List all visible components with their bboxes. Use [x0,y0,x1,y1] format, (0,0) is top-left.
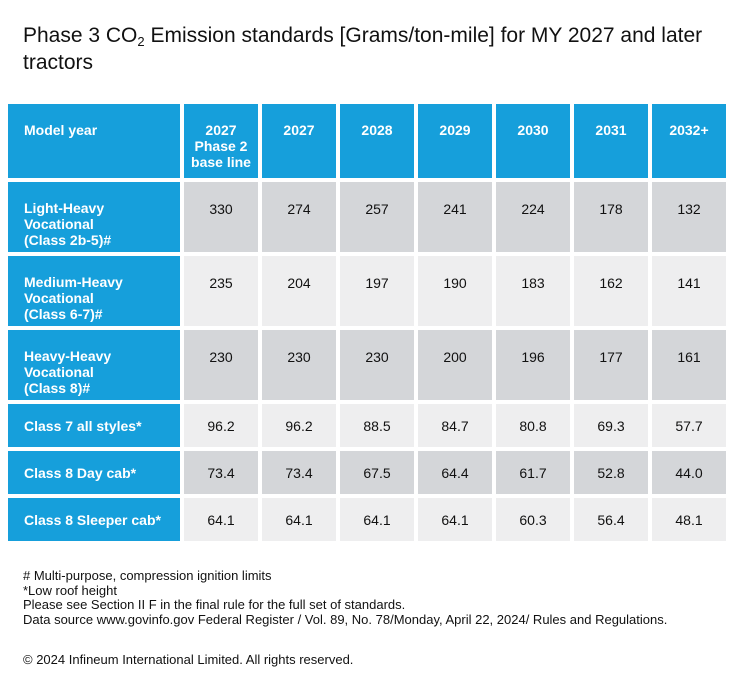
table-cell: 132 [652,182,726,252]
footnote-asterisk: *Low roof height [23,582,117,598]
table-cell: 61.7 [496,451,570,494]
table-cell: 73.4 [262,451,336,494]
page-title: Phase 3 CO2 Emission standards [Grams/to… [23,22,713,76]
table-cell: 64.1 [184,498,258,541]
copyright-notice: © 2024 Infineum International Limited. A… [23,652,354,667]
table-cell: 84.7 [418,404,492,447]
table-cell: 183 [496,256,570,326]
table-cell: 141 [652,256,726,326]
row-label-text: Medium-Heavy Vocational (Class 6-7)# [24,274,123,322]
table-cell: 190 [418,256,492,326]
footnote-data-source: Data source www.govinfo.gov Federal Regi… [23,611,668,627]
table-row: Light-Heavy Vocational (Class 2b-5)# 330… [8,182,726,252]
column-header-label: 2032+ [669,122,709,138]
column-header-label: 2031 [595,122,627,138]
column-header: 2029 [418,104,492,178]
table-cell: 60.3 [496,498,570,541]
table-cell: 230 [340,330,414,400]
header-row: Model year 2027 Phase 2 base line 2027 2… [8,104,726,178]
footnotes: # Multi-purpose, compression ignition li… [23,568,668,627]
table-cell: 224 [496,182,570,252]
table-cell: 204 [262,256,336,326]
table-cell: 52.8 [574,451,648,494]
table-cell: 57.7 [652,404,726,447]
column-header: 2027 [262,104,336,178]
table-cell: 230 [184,330,258,400]
table-row: Class 8 Day cab* 73.4 73.4 67.5 64.4 61.… [8,451,726,494]
table-cell: 64.4 [418,451,492,494]
table-cell: 330 [184,182,258,252]
table-cell: 67.5 [340,451,414,494]
column-header: 2031 [574,104,648,178]
column-header-label: 2029 [439,122,471,138]
table-row: Heavy-Heavy Vocational (Class 8)# 230 23… [8,330,726,400]
column-header-label: 2028 [361,122,393,138]
row-label: Heavy-Heavy Vocational (Class 8)# [8,330,180,400]
table-cell: 96.2 [184,404,258,447]
table-cell: 48.1 [652,498,726,541]
table-row: Class 8 Sleeper cab* 64.1 64.1 64.1 64.1… [8,498,726,541]
column-header: 2027 Phase 2 base line [184,104,258,178]
table-cell: 230 [262,330,336,400]
column-header: 2030 [496,104,570,178]
table-cell: 80.8 [496,404,570,447]
table-cell: 197 [340,256,414,326]
column-header-label: 2030 [517,122,549,138]
table-cell: 241 [418,182,492,252]
table-cell: 235 [184,256,258,326]
table-cell: 64.1 [418,498,492,541]
table-cell: 274 [262,182,336,252]
footnote-hash: # Multi-purpose, compression ignition li… [23,568,272,583]
table-cell: 69.3 [574,404,648,447]
table-cell: 257 [340,182,414,252]
row-label: Light-Heavy Vocational (Class 2b-5)# [8,182,180,252]
table-cell: 64.1 [340,498,414,541]
table-row: Medium-Heavy Vocational (Class 6-7)# 235… [8,256,726,326]
table-row: Class 7 all styles* 96.2 96.2 88.5 84.7 … [8,404,726,447]
row-label: Medium-Heavy Vocational (Class 6-7)# [8,256,180,326]
table-cell: 88.5 [340,404,414,447]
table-cell: 200 [418,330,492,400]
row-label: Class 8 Day cab* [8,451,180,494]
table-cell: 161 [652,330,726,400]
table-cell: 44.0 [652,451,726,494]
table-cell: 196 [496,330,570,400]
table-cell: 73.4 [184,451,258,494]
header-corner: Model year [8,104,180,178]
table-cell: 96.2 [262,404,336,447]
column-header-label: 2027 [283,122,315,138]
column-header: 2028 [340,104,414,178]
column-header: 2032+ [652,104,726,178]
table-cell: 177 [574,330,648,400]
table-cell: 56.4 [574,498,648,541]
emission-standards-table: Model year 2027 Phase 2 base line 2027 2… [4,100,730,545]
table-cell: 162 [574,256,648,326]
row-label-text: Heavy-Heavy Vocational (Class 8)# [24,348,112,396]
column-header-label: 2027 Phase 2 base line [191,122,251,170]
title-subscript: 2 [137,34,145,49]
row-label: Class 8 Sleeper cab* [8,498,180,541]
table-cell: 178 [574,182,648,252]
footnote-section-reference: Please see Section II F in the final rul… [23,597,406,613]
title-text-before: Phase 3 CO [23,24,138,47]
title-text-after: Emission standards [Grams/ton-mile] for … [23,24,703,74]
table-cell: 64.1 [262,498,336,541]
row-label: Class 7 all styles* [8,404,180,447]
row-label-text: Light-Heavy Vocational (Class 2b-5)# [24,200,112,248]
